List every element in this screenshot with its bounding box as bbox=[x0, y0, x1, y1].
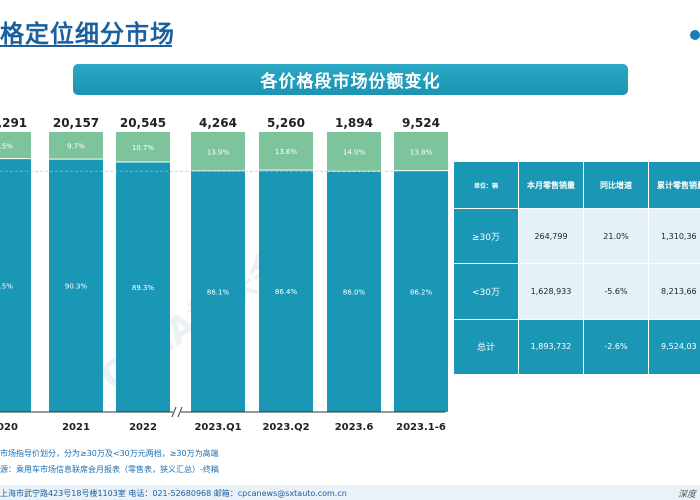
sales-table: 单位：辆 本月零售销量 同比增速 累计零售销量 ≥30万 264,799 21.… bbox=[453, 161, 700, 376]
data-label: 9.7% bbox=[67, 143, 85, 151]
total-label: 20,291 bbox=[0, 116, 27, 130]
axis-break-mark bbox=[177, 406, 183, 418]
category-tick-label: 2023.Q2 bbox=[262, 422, 309, 433]
bar-segment-lower bbox=[259, 170, 313, 412]
table-cell: -5.6% bbox=[583, 263, 649, 320]
table-cell: 9,524,03 bbox=[648, 318, 700, 376]
total-label: 5,260 bbox=[267, 116, 305, 130]
bar-segment-upper bbox=[394, 132, 448, 171]
bar-segment-lower bbox=[116, 161, 170, 412]
category-tick-label: 2023.1-6 bbox=[396, 422, 446, 433]
data-label: 90.3% bbox=[65, 283, 88, 291]
footer-bar bbox=[0, 485, 700, 500]
chart-banner: 各价格段市场份额变化 bbox=[73, 64, 628, 95]
footer-brand: 深度 bbox=[677, 490, 696, 500]
table-row-label: 总计 bbox=[453, 318, 519, 376]
bar-segment-upper bbox=[0, 132, 31, 159]
data-label: 13.9% bbox=[207, 148, 230, 156]
data-label: 9.5% bbox=[0, 142, 13, 150]
category-tick-label: 2020 bbox=[0, 422, 18, 433]
bar-segment-upper bbox=[116, 132, 170, 162]
table-cell: 8,213,66 bbox=[648, 263, 700, 320]
title-underline bbox=[0, 45, 172, 47]
data-label: 86.1% bbox=[207, 288, 230, 296]
logo-mark-icon bbox=[690, 30, 700, 40]
category-tick-label: 2022 bbox=[129, 422, 157, 433]
table-header: 本月零售销量 bbox=[518, 161, 584, 209]
total-label: 20,545 bbox=[120, 116, 166, 130]
data-label: 86.4% bbox=[275, 288, 298, 296]
table-cell: 1,628,933 bbox=[518, 263, 584, 320]
data-label: 0.5% bbox=[0, 282, 13, 290]
bar-segment-lower bbox=[0, 158, 31, 412]
total-label: 9,524 bbox=[402, 116, 440, 130]
category-tick-label: 2023.6 bbox=[335, 422, 374, 433]
bar-segment-upper bbox=[259, 132, 313, 171]
table-header: 累计零售销量 bbox=[648, 161, 700, 209]
page-title: 格定位细分市场 bbox=[0, 20, 175, 48]
total-label: 1,894 bbox=[335, 116, 373, 130]
total-label: 20,157 bbox=[53, 116, 99, 130]
total-label: 4,264 bbox=[199, 116, 237, 130]
axis-break-gap bbox=[173, 407, 181, 417]
category-tick-label: 2023.Q1 bbox=[194, 422, 241, 433]
footer-contact: 上海市武宁路423号18号楼1103室 电话：021-52680968 邮箱：c… bbox=[0, 489, 347, 498]
bar-segment-lower bbox=[49, 159, 103, 412]
bar-segment-lower bbox=[191, 170, 245, 412]
bar-segment-upper bbox=[49, 132, 103, 160]
table-row-label: ≥30万 bbox=[453, 207, 519, 265]
table-cell: -2.6% bbox=[583, 318, 649, 376]
bar-segment-upper bbox=[327, 132, 381, 172]
category-tick-label: 2021 bbox=[62, 422, 90, 433]
axis-break-mark bbox=[171, 406, 177, 418]
data-label: 86.2% bbox=[410, 288, 433, 296]
bar-segment-lower bbox=[394, 170, 448, 412]
table-unit-label: 单位：辆 bbox=[453, 161, 519, 209]
data-label: 13.8% bbox=[410, 148, 433, 156]
data-label: 86.0% bbox=[343, 289, 366, 297]
bar-segment-lower bbox=[327, 171, 381, 412]
data-label: 13.6% bbox=[275, 148, 298, 156]
note-source: 源：乘用车市场信息联席会月报表（零售表，狭义汇总）-终稿 bbox=[0, 465, 219, 474]
table-cell: 1,310,36 bbox=[648, 207, 700, 265]
table-cell: 1,893,732 bbox=[518, 318, 584, 376]
data-label: 89.3% bbox=[132, 284, 155, 292]
table-header: 同比增速 bbox=[583, 161, 649, 209]
table-cell: 264,799 bbox=[518, 207, 584, 265]
share-chart: CPCA乘联会9.5%0.5%20,29120209.7%90.3%20,157… bbox=[0, 116, 448, 433]
data-label: 10.7% bbox=[132, 144, 155, 152]
table-cell: 21.0% bbox=[583, 207, 649, 265]
note-classification: 市场指导价划分，分为≥30万及<30万元两档，≥30万为高端 bbox=[0, 449, 219, 458]
table-row-label: <30万 bbox=[453, 263, 519, 320]
data-label: 14.0% bbox=[343, 149, 366, 157]
bar-segment-upper bbox=[191, 132, 245, 171]
